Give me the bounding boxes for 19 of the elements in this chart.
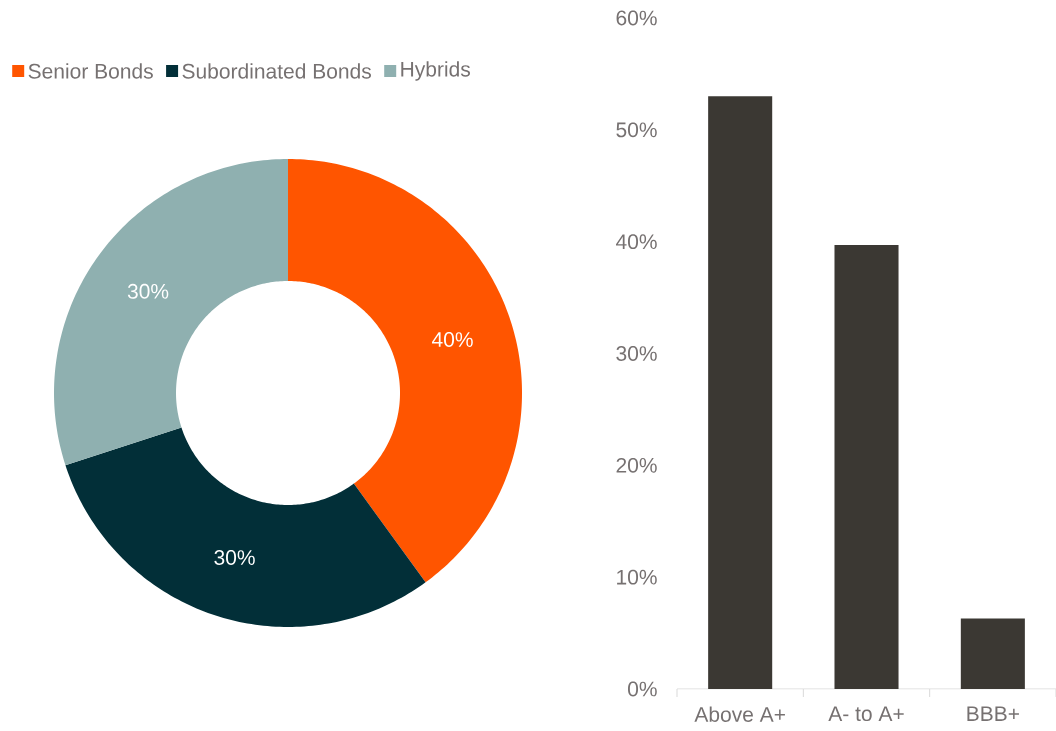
x-tick-label: A- to A+ — [828, 706, 904, 722]
bar — [960, 618, 1025, 689]
legend-label: Hybrids — [401, 61, 471, 81]
y-tick-label: 40% — [616, 234, 657, 250]
bar — [834, 245, 899, 689]
legend-label: Subordinated Bonds — [182, 63, 371, 79]
bar — [708, 96, 773, 689]
legend-label: Senior Bonds — [28, 63, 153, 79]
y-tick-label: 60% — [616, 10, 657, 26]
y-tick-label: 10% — [617, 569, 657, 585]
y-tick-label: 30% — [616, 346, 657, 361]
y-tick-label: 0% — [628, 681, 657, 697]
y-tick-label: 20% — [616, 457, 657, 473]
x-tick-label: Above A+ — [694, 706, 785, 722]
data-label: 30% — [127, 283, 169, 299]
data-label: 40% — [432, 332, 473, 347]
y-tick-label: 50% — [616, 122, 657, 138]
x-tick-label: BBB+ — [967, 706, 1019, 721]
data-label: 30% — [214, 550, 255, 565]
